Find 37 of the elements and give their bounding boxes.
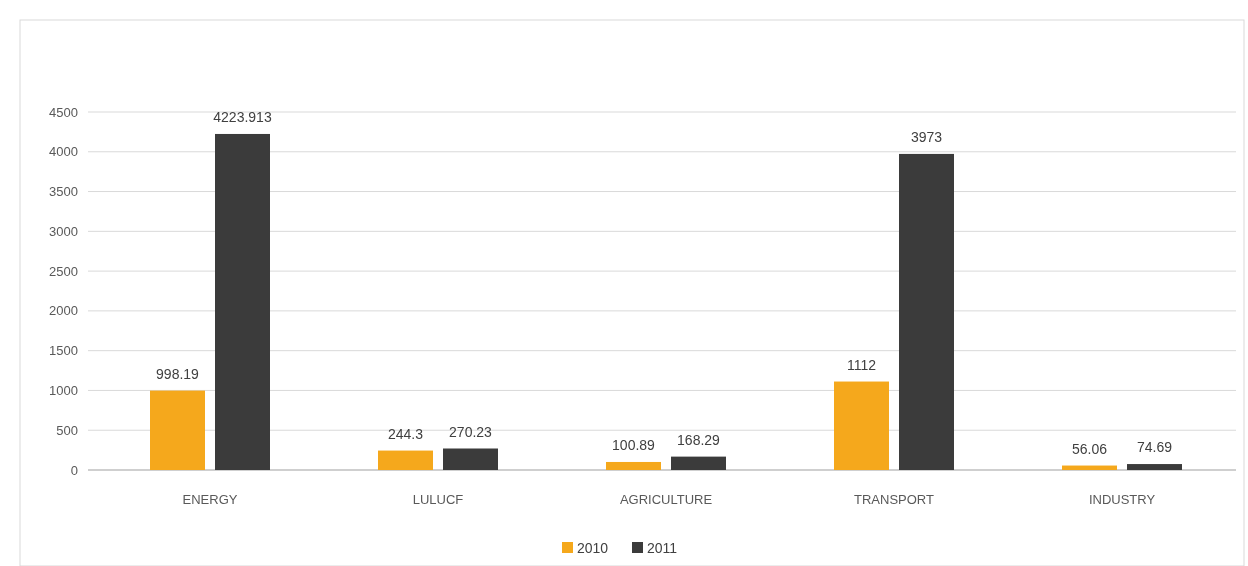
- bar: [671, 456, 726, 470]
- data-label: 74.69: [1136, 439, 1173, 456]
- bar: [1062, 465, 1117, 470]
- bar: [443, 448, 498, 470]
- y-tick-label: 2500: [49, 263, 78, 279]
- x-tick-label: AGRICULTURE: [619, 492, 713, 507]
- bar: [150, 390, 205, 470]
- x-tick-label: ENERGY: [182, 492, 238, 507]
- legend-label: 2010: [577, 539, 609, 556]
- bar: [378, 450, 433, 470]
- y-tick-label: 0: [70, 462, 78, 478]
- y-tick-label: 4500: [49, 104, 78, 120]
- bar: [834, 381, 889, 470]
- x-tick-label: INDUSTRY: [1088, 492, 1156, 507]
- y-tick-label: 2000: [49, 303, 78, 319]
- y-tick-label: 1500: [49, 343, 78, 359]
- data-label: 998.19: [156, 365, 200, 382]
- data-label: 1112: [846, 356, 877, 373]
- bar: [1127, 464, 1182, 470]
- data-label: 56.06: [1071, 440, 1108, 457]
- legend-label: 2011: [647, 539, 678, 556]
- data-label: 168.29: [677, 431, 721, 448]
- data-label: 3973: [910, 128, 943, 145]
- bar: [606, 461, 661, 470]
- y-tick-label: 1000: [49, 382, 78, 398]
- data-label: 100.89: [612, 436, 656, 453]
- bar: [899, 153, 954, 470]
- y-tick-label: 3000: [49, 223, 78, 239]
- y-tick-label: 3500: [49, 184, 78, 200]
- y-tick-label: 500: [56, 422, 78, 438]
- data-label: 4223.913: [213, 108, 272, 125]
- x-tick-label: TRANSPORT: [854, 492, 935, 507]
- x-tick-label: LULUCF: [412, 492, 464, 507]
- data-label: 244.3: [387, 425, 424, 442]
- data-label: 270.23: [449, 423, 493, 440]
- bar: [215, 133, 270, 470]
- y-tick-label: 4000: [49, 144, 78, 160]
